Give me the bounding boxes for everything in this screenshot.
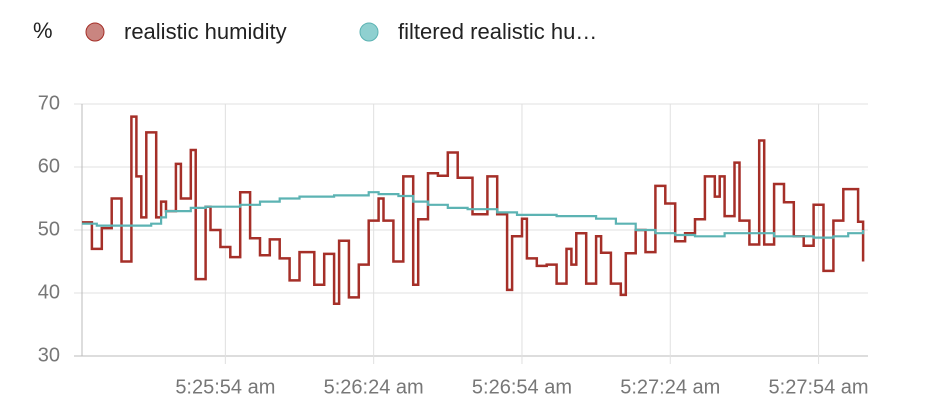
y-tick-label: 30	[38, 344, 60, 366]
legend-marker[interactable]	[85, 22, 105, 42]
legend-marker[interactable]	[359, 22, 379, 42]
x-tick-label: 5:27:24 am	[620, 376, 720, 398]
x-tick-label: 5:26:54 am	[472, 376, 572, 398]
x-tick-label: 5:25:54 am	[175, 376, 275, 398]
x-tick-label: 5:26:24 am	[324, 376, 424, 398]
data-line	[82, 115, 865, 305]
legend-label[interactable]: realistic humidity	[124, 19, 287, 44]
y-tick-label: 40	[38, 281, 60, 303]
y-tick-label: 50	[38, 218, 60, 240]
y-unit-label: %	[33, 18, 53, 43]
legend-label[interactable]: filtered realistic hu…	[398, 19, 597, 44]
data-line	[82, 191, 865, 239]
y-tick-label: 60	[38, 155, 60, 177]
x-tick-label: 5:27:54 am	[769, 376, 869, 398]
y-tick-label: 70	[38, 92, 60, 114]
